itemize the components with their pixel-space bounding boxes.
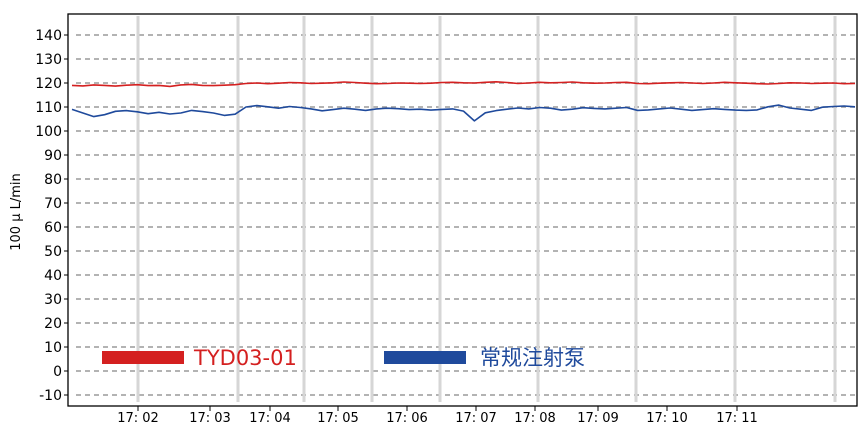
y-axis-label: 100 μ L/min — [9, 173, 24, 251]
legend-swatch-0 — [102, 351, 184, 364]
series-line-1 — [71, 104, 856, 122]
legend-swatch-1 — [384, 351, 466, 364]
x-tick-labels: 17: 02 17: 03 17: 04 17: 05 17: 06 17: 07 17: … — [117, 406, 758, 426]
axes — [67, 13, 858, 407]
vertical-grid — [136, 16, 837, 402]
y-tick-label-9: 80 — [44, 172, 62, 188]
y-tick-label-5: 40 — [44, 268, 62, 284]
legend-label-0: TYD03-01 — [193, 346, 297, 370]
legend: TYD03-01 常规注射泵 — [102, 346, 585, 370]
x-tick-label-7: 17: 09 — [577, 411, 619, 425]
x-tick-label-6: 17: 08 — [514, 411, 556, 425]
grid — [64, 34, 855, 396]
x-tick-label-9: 17: 11 — [716, 411, 758, 425]
y-tick-label-15: 140 — [35, 28, 62, 44]
x-tick-label-0: 17: 02 — [117, 411, 159, 425]
y-tick-label-7: 60 — [44, 220, 62, 236]
x-tick-label-4: 17: 06 — [386, 411, 428, 425]
x-tick-label-1: 17: 03 — [189, 411, 231, 425]
y-tick-label-0: -10 — [39, 388, 62, 404]
series-line-0 — [71, 81, 856, 88]
y-tick-label-10: 90 — [44, 148, 62, 164]
x-tick-label-5: 17: 07 — [455, 411, 497, 425]
x-tick-label-8: 17: 10 — [646, 411, 688, 425]
y-tick-label-3: 20 — [44, 316, 62, 332]
y-tick-label-4: 30 — [44, 292, 62, 308]
y-tick-label-6: 50 — [44, 244, 62, 260]
y-tick-labels: -10 0 10 20 30 40 50 60 70 80 90 100 110 120 130 140 — [35, 28, 62, 404]
x-tick-label-2: 17: 04 — [249, 411, 291, 425]
y-tick-label-14: 130 — [35, 52, 62, 68]
series-lines — [71, 81, 856, 122]
y-tick-label-13: 120 — [35, 76, 62, 92]
x-tick-label-3: 17: 05 — [317, 411, 359, 425]
y-tick-label-8: 70 — [44, 196, 62, 212]
plot-frame — [67, 13, 858, 407]
legend-label-1: 常规注射泵 — [480, 346, 585, 370]
y-tick-label-1: 0 — [53, 364, 62, 380]
y-tick-label-2: 10 — [44, 340, 62, 356]
y-tick-label-12: 110 — [35, 100, 62, 116]
y-tick-label-11: 100 — [35, 124, 62, 140]
